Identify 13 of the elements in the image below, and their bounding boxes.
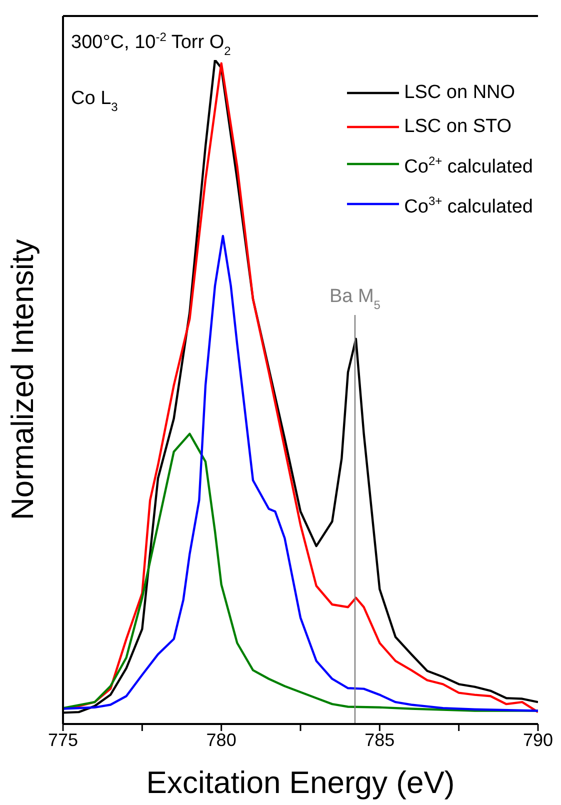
- x-tick-label: 785: [364, 730, 395, 750]
- legend-label: Co$^{2+}$ calculated: [404, 154, 533, 178]
- x-tick-label: 775: [48, 730, 78, 750]
- ref-line-label: Ba M$_{5}$: [329, 286, 381, 312]
- x-axis-title: Excitation Energy (eV): [146, 765, 455, 800]
- legend-label: LSC on NNO: [404, 82, 516, 103]
- legend-label: Co$^{3+}$ calculated: [404, 194, 533, 218]
- y-axis-title: Normalized Intensity: [5, 238, 40, 520]
- x-tick-label: 780: [206, 730, 236, 750]
- x-tick-label: 790: [522, 730, 554, 750]
- text: 300°C, 10$^{-2}$ Torr O$_{2}$: [71, 30, 232, 58]
- annotation: Co L$_{3}$: [71, 88, 118, 114]
- legend-label: LSC on STO: [404, 116, 512, 137]
